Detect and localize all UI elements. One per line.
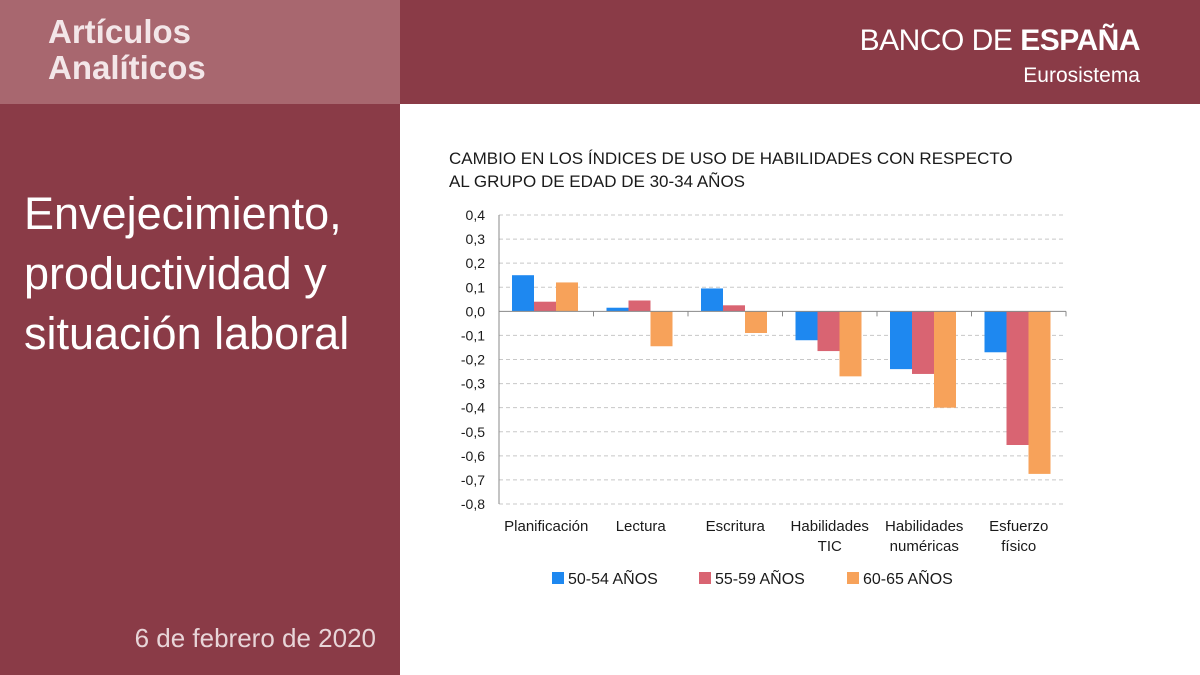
category-label: Escritura (706, 518, 766, 535)
bar-3-3 (745, 311, 767, 334)
bar-3-1 (556, 282, 578, 312)
chart-title: CAMBIO EN LOS ÍNDICES DE USO DE HABILIDA… (449, 147, 1099, 193)
category-label-line: físico (1001, 538, 1036, 555)
bar-1-4 (795, 311, 818, 341)
category-label: Lectura (616, 518, 667, 535)
bar-1-6 (984, 311, 1007, 353)
category-label-line: Habilidades (791, 518, 869, 535)
bar-2-1 (534, 301, 556, 312)
category-label-line: Esfuerzo (989, 518, 1048, 535)
chart-title-line1: CAMBIO EN LOS ÍNDICES DE USO DE HABILIDA… (449, 149, 1013, 168)
article-date: 6 de febrero de 2020 (134, 623, 376, 653)
legend-swatch-2 (699, 572, 711, 584)
chart-title-line2: AL GRUPO DE EDAD DE 30-34 AÑOS (449, 172, 746, 191)
y-tick-label: 0,0 (466, 303, 486, 319)
series-title: Artículos Analíticos (48, 14, 206, 86)
legend-swatch-1 (552, 572, 564, 584)
category-label-line: Habilidades (885, 518, 963, 535)
y-tick-label: -0,4 (461, 400, 485, 416)
y-tick-label: -0,5 (461, 424, 485, 440)
bar-2-4 (817, 311, 840, 352)
bar-3-6 (1028, 311, 1051, 474)
category-label-line: Escritura (706, 518, 766, 535)
legend-label-3: 60-65 AÑOS (863, 568, 953, 588)
category-label: Esfuerzo físico (989, 518, 1048, 555)
bar-1-1 (512, 275, 534, 312)
bar-2-2 (628, 300, 651, 312)
bank-logo: BANCO DE ESPAÑA (859, 24, 1141, 58)
bar-2-5 (912, 311, 934, 374)
y-tick-label: -0,6 (461, 448, 485, 464)
y-tick-label: -0,8 (461, 496, 485, 512)
article-title: Envejecimiento, productividad y situació… (24, 188, 350, 359)
brand-name-light: BANCO DE (859, 24, 1021, 57)
category-label-line: Planificación (504, 518, 588, 535)
y-tick-label: 0,3 (466, 231, 486, 247)
category-label-line: Lectura (616, 518, 667, 535)
legend-label-1: 50-54 AÑOS (568, 568, 658, 588)
series-box (0, 0, 400, 104)
y-tick-label: -0,2 (461, 352, 485, 368)
y-tick-label: 0,4 (466, 207, 486, 223)
y-tick-label: -0,1 (461, 327, 485, 343)
bar-3-2 (650, 311, 673, 347)
brand-name-bold: ESPAÑA (1020, 24, 1140, 57)
y-tick-label: 0,1 (466, 279, 486, 295)
brand-subtitle: Eurosistema (1023, 64, 1140, 87)
legend-label-2: 55-59 AÑOS (715, 568, 805, 588)
series-title-line1: Artículos (48, 13, 192, 50)
left-panel (0, 0, 400, 675)
legend-swatch-3 (847, 572, 859, 584)
bar-1-3 (701, 288, 723, 312)
bar-2-6 (1006, 311, 1029, 445)
category-label: Habilidades TIC (791, 518, 869, 555)
category-label-line: numéricas (890, 538, 959, 555)
category-label-line: TIC (818, 538, 842, 555)
bar-3-5 (934, 311, 956, 408)
bar-2-3 (723, 305, 745, 312)
bar-1-2 (606, 307, 629, 312)
y-tick-label: -0,7 (461, 472, 485, 488)
category-label: Planificación (504, 518, 588, 535)
series-title-line2: Analíticos (48, 49, 206, 86)
bar-1-5 (890, 311, 912, 370)
y-tick-label: 0,2 (466, 255, 486, 271)
y-tick-label: -0,3 (461, 376, 485, 392)
header-bar (400, 0, 1200, 104)
category-label: Habilidades numéricas (885, 518, 963, 555)
bar-3-4 (839, 311, 862, 377)
